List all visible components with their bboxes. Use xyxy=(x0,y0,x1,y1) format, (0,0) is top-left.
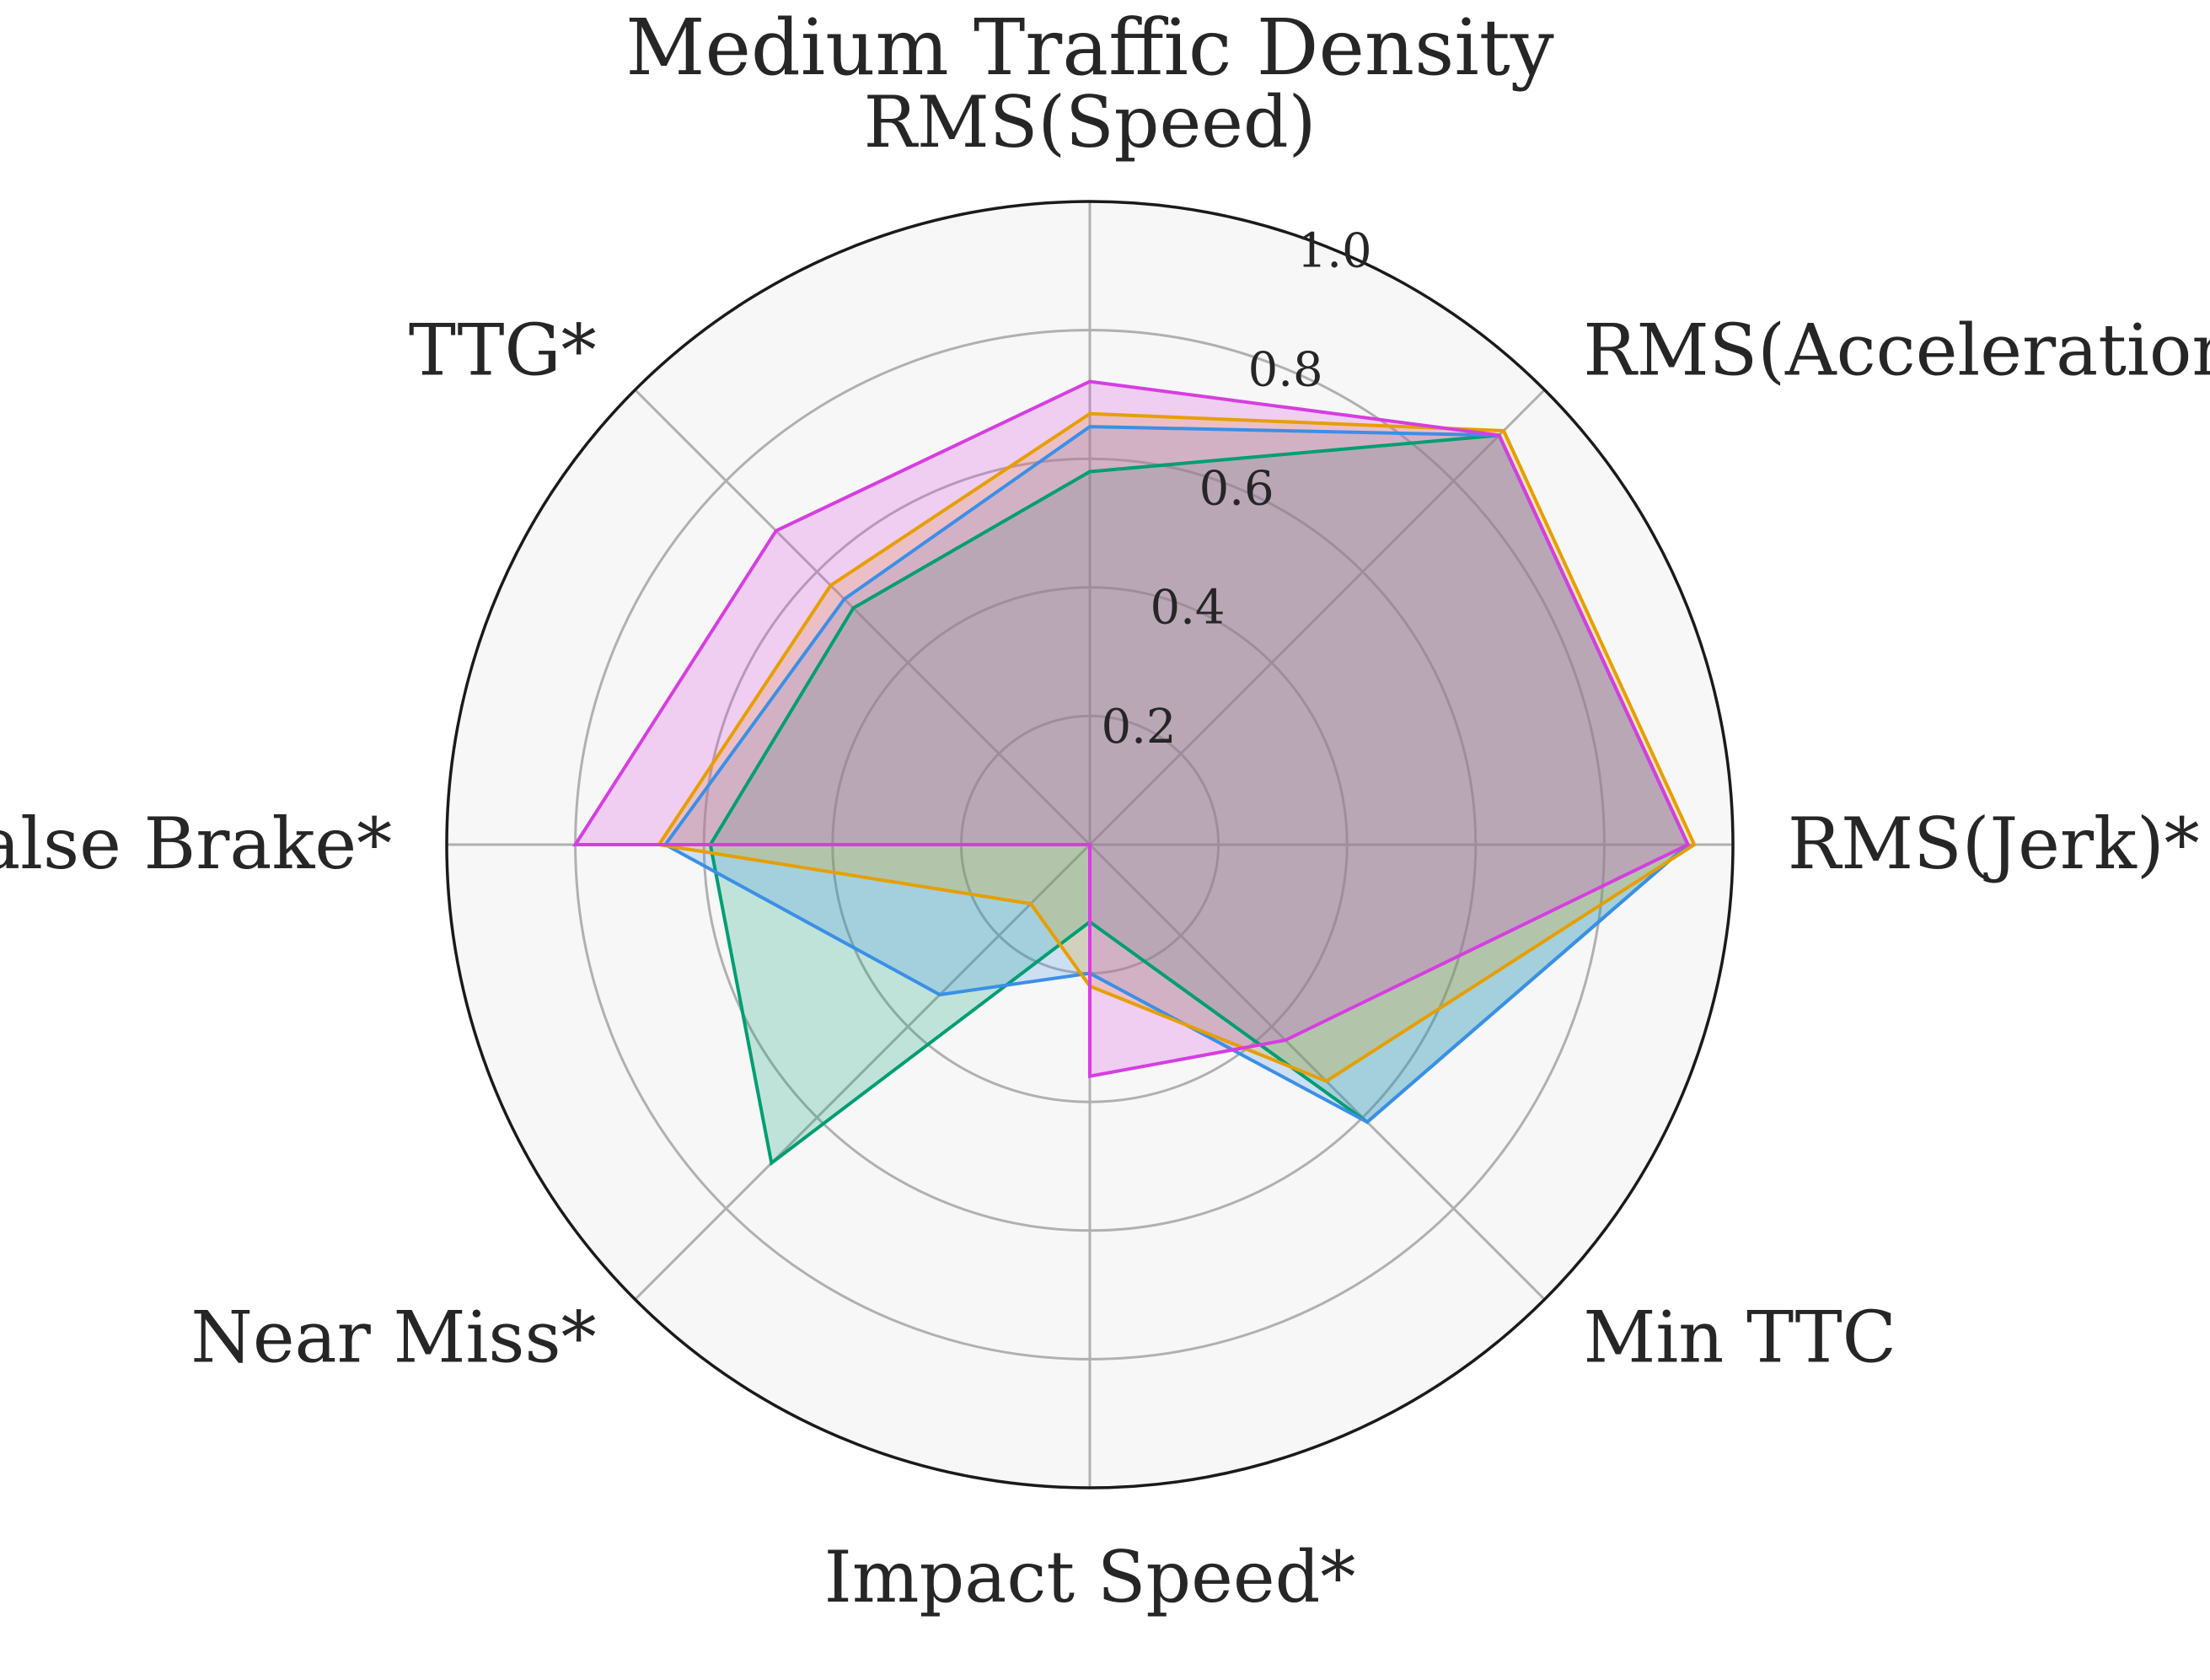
spoke-5 xyxy=(634,843,1092,1301)
spoke-1 xyxy=(1088,389,1546,846)
outer-frame xyxy=(445,200,1735,1489)
spoke-3 xyxy=(1088,843,1546,1301)
axis-label-7: TTG* xyxy=(409,309,597,392)
series-3-area xyxy=(575,381,1688,1076)
radial-tick-label: 0.4 xyxy=(1150,581,1225,636)
radial-tick-label: 0.2 xyxy=(1101,700,1176,754)
radial-tick-label: 0.6 xyxy=(1199,462,1274,517)
axis-label-4: Impact Speed* xyxy=(824,1536,1356,1618)
radial-tick-labels: 0.2 0.4 0.6 0.8 1.0 xyxy=(1101,223,1371,754)
axis-label-5: Near Miss* xyxy=(190,1296,596,1378)
axis-label-3: Min TTC xyxy=(1583,1296,1896,1378)
radial-tick-label: 1.0 xyxy=(1297,223,1372,278)
axis-label-1: RMS(Acceleration)* xyxy=(1583,309,2210,392)
spoke-7 xyxy=(634,389,1092,846)
series-2-area xyxy=(658,413,1695,1082)
chart-title: Medium Traffic Density xyxy=(625,3,1554,93)
series-0-area xyxy=(710,435,1688,1163)
series-3-line xyxy=(571,379,1691,1079)
series-1-area xyxy=(665,427,1688,1123)
axis-label-6: False Brake* xyxy=(0,802,392,885)
outer-circle xyxy=(445,200,1735,1489)
axis-label-0: RMS(Speed) xyxy=(864,81,1317,164)
series-layer xyxy=(571,379,1697,1167)
radial-tick-label: 0.8 xyxy=(1248,342,1323,397)
axis-labels: RMS(Speed) RMS(Acceleration)* RMS(Jerk)* Mi… xyxy=(0,81,2210,1618)
axis-label-2: RMS(Jerk)* xyxy=(1788,802,2200,885)
